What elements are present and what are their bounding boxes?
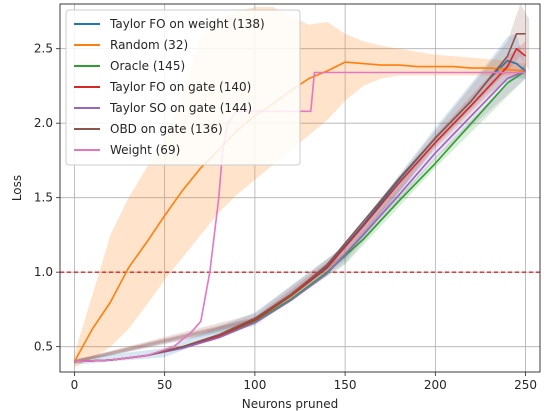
legend-label: Random (32) <box>110 38 188 52</box>
plot-frame <box>59 3 541 373</box>
legend-label: Taylor FO on gate (140) <box>109 80 251 94</box>
y-tick-label: 1.5 <box>34 191 53 205</box>
y-tick-label: 1.0 <box>34 265 53 279</box>
legend-label: Taylor FO on weight (138) <box>109 17 265 31</box>
legend-label: Taylor SO on gate (144) <box>109 101 252 115</box>
y-axis-label: Loss <box>10 175 24 201</box>
legend: Taylor FO on weight (138) Random (32) Orac… <box>65 9 301 166</box>
x-tick-label: 250 <box>514 378 537 392</box>
legend-label: Oracle (145) <box>110 59 185 73</box>
legend-box <box>65 9 301 166</box>
x-axis-label: Neurons pruned <box>242 397 338 411</box>
x-tick-label: 0 <box>71 378 79 392</box>
y-tick-label: 2.5 <box>34 42 53 56</box>
axes: 0 50 100 150 200 250 0.5 1.0 1.5 2.0 2.5 Neurons pr… <box>10 3 541 411</box>
x-tick-label: 50 <box>157 378 172 392</box>
legend-label: Weight (69) <box>110 143 180 157</box>
x-tick-label: 150 <box>334 378 357 392</box>
legend-label: OBD on gate (136) <box>110 122 223 136</box>
series-line-5 <box>74 32 526 363</box>
y-tick-label: 2.0 <box>34 116 53 130</box>
x-tick-label: 100 <box>243 378 266 392</box>
x-tick-label: 200 <box>424 378 447 392</box>
y-tick-label: 0.5 <box>34 340 53 354</box>
